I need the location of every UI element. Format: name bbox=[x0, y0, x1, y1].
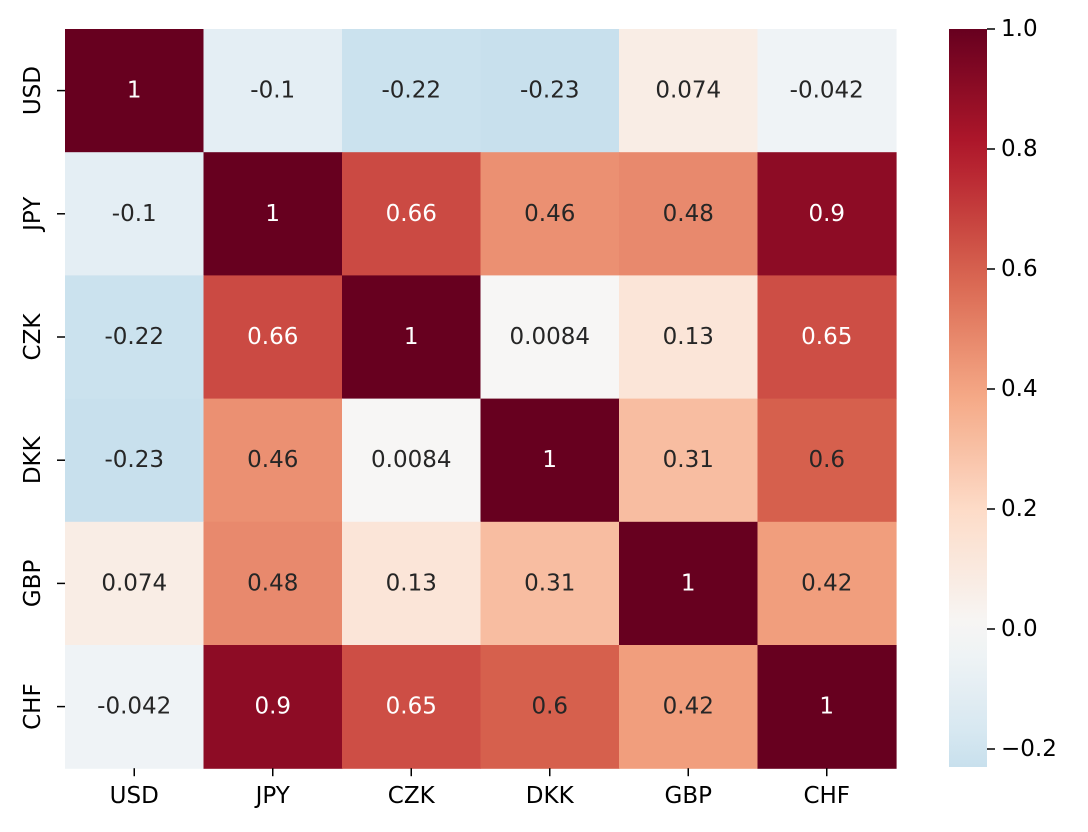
heatmap-cell-czk-usd bbox=[65, 275, 205, 400]
heatmap-cell-dkk-jpy bbox=[203, 398, 343, 523]
heatmap-cell-usd-dkk bbox=[480, 29, 620, 153]
heatmap-cells bbox=[65, 29, 897, 769]
heatmap-cell-chf-czk bbox=[342, 645, 482, 769]
colorbar-tick-label: 0.4 bbox=[1001, 376, 1038, 402]
x-tick-label: CZK bbox=[388, 783, 436, 809]
heatmap-cell-gbp-chf bbox=[757, 521, 897, 646]
colorbar-gradient bbox=[949, 29, 987, 767]
heatmap-cell-chf-jpy bbox=[203, 645, 343, 769]
cell-value-label: -0.042 bbox=[790, 78, 864, 104]
cell-value-label: -0.1 bbox=[112, 201, 157, 227]
heatmap-cell-dkk-czk bbox=[342, 398, 482, 523]
y-tick-label: CHF bbox=[20, 683, 46, 730]
cell-value-label: 0.42 bbox=[801, 570, 852, 596]
colorbar-tick-label: −0.2 bbox=[1001, 736, 1057, 762]
cell-value-label: 0.46 bbox=[247, 447, 298, 473]
cell-value-label: 1 bbox=[265, 201, 280, 227]
cell-value-label: 0.074 bbox=[101, 570, 167, 596]
cell-value-label: 0.66 bbox=[247, 324, 298, 350]
y-tick-label: USD bbox=[20, 66, 46, 115]
heatmap-cell-gbp-dkk bbox=[480, 521, 620, 646]
cell-value-label: 0.13 bbox=[663, 324, 714, 350]
cell-value-label: 0.31 bbox=[663, 447, 714, 473]
cell-value-label: 0.65 bbox=[801, 324, 852, 350]
cell-value-label: 0.48 bbox=[247, 570, 298, 596]
cell-value-label: -0.1 bbox=[250, 78, 295, 104]
cell-value-label: 0.6 bbox=[808, 447, 845, 473]
cell-value-label: -0.22 bbox=[381, 78, 441, 104]
cell-value-label: 0.0084 bbox=[371, 447, 451, 473]
cell-value-label: -0.22 bbox=[104, 324, 164, 350]
x-axis: USD JPY CZK DKK GBP CHF bbox=[110, 768, 850, 809]
y-tick-label: CZK bbox=[20, 313, 46, 361]
colorbar-tick-label: 0.8 bbox=[1001, 136, 1038, 162]
cell-value-label: 0.0084 bbox=[510, 324, 590, 350]
heatmap-cell-czk-czk bbox=[342, 275, 482, 400]
cell-value-label: -0.23 bbox=[520, 78, 580, 104]
cell-value-label: -0.042 bbox=[97, 694, 171, 720]
y-tick-label: JPY bbox=[20, 196, 46, 233]
heatmap-cell-usd-gbp bbox=[619, 29, 759, 153]
colorbar-tick-label: 0.2 bbox=[1001, 496, 1038, 522]
heatmap-cell-gbp-jpy bbox=[203, 521, 343, 646]
cell-value-label: 0.42 bbox=[663, 694, 714, 720]
cell-annotations: 1 -0.1 -0.22 -0.23 0.074 -0.042 -0.1 1 0.66 0.46 0… bbox=[97, 78, 864, 720]
heatmap-cell-usd-czk bbox=[342, 29, 482, 153]
heatmap-cell-jpy-dkk bbox=[480, 152, 620, 276]
cell-value-label: 1 bbox=[819, 694, 834, 720]
heatmap-cell-dkk-dkk bbox=[480, 398, 620, 523]
cell-value-label: 0.9 bbox=[254, 694, 291, 720]
cell-value-label: 1 bbox=[404, 324, 419, 350]
heatmap-cell-jpy-gbp bbox=[619, 152, 759, 276]
heatmap-cell-dkk-usd bbox=[65, 398, 205, 523]
heatmap-cell-gbp-czk bbox=[342, 521, 482, 646]
cell-value-label: -0.23 bbox=[104, 447, 164, 473]
x-tick-label: USD bbox=[110, 783, 159, 809]
colorbar-tick-label: 0.0 bbox=[1001, 616, 1038, 642]
heatmap-cell-chf-usd bbox=[65, 645, 205, 769]
x-tick-label: GBP bbox=[665, 783, 713, 809]
cell-value-label: 0.074 bbox=[655, 78, 721, 104]
cell-value-label: 0.65 bbox=[386, 694, 437, 720]
colorbar: 1.0 0.8 0.6 0.4 0.2 0.0 −0.2 bbox=[949, 16, 1057, 767]
cell-value-label: 1 bbox=[127, 78, 142, 104]
x-tick-label: DKK bbox=[526, 783, 575, 809]
y-axis: USD JPY CZK DKK GBP CHF bbox=[20, 66, 65, 730]
x-tick-label: JPY bbox=[254, 783, 291, 809]
cell-value-label: 0.66 bbox=[386, 201, 437, 227]
heatmap-cell-chf-chf bbox=[757, 645, 897, 769]
heatmap-cell-jpy-usd bbox=[65, 152, 205, 276]
y-tick-label: DKK bbox=[20, 435, 46, 484]
heatmap-cell-czk-gbp bbox=[619, 275, 759, 400]
heatmap-cell-usd-jpy bbox=[203, 29, 343, 153]
cell-value-label: 0.46 bbox=[524, 201, 575, 227]
colorbar-tick-label: 1.0 bbox=[1001, 16, 1038, 42]
cell-value-label: 0.48 bbox=[663, 201, 714, 227]
cell-value-label: 0.6 bbox=[531, 694, 568, 720]
x-tick-label: CHF bbox=[803, 783, 850, 809]
colorbar-tick-label: 0.6 bbox=[1001, 256, 1038, 282]
cell-value-label: 0.31 bbox=[524, 570, 575, 596]
heatmap-cell-jpy-chf bbox=[757, 152, 897, 276]
heatmap-cell-czk-jpy bbox=[203, 275, 343, 400]
heatmap-cell-czk-chf bbox=[757, 275, 897, 400]
cell-value-label: 1 bbox=[681, 570, 696, 596]
heatmap-cell-gbp-gbp bbox=[619, 521, 759, 646]
colorbar-ticks: 1.0 0.8 0.6 0.4 0.2 0.0 −0.2 bbox=[987, 16, 1057, 762]
cell-value-label: 1 bbox=[542, 447, 557, 473]
heatmap-cell-jpy-czk bbox=[342, 152, 482, 276]
cell-value-label: 0.9 bbox=[808, 201, 845, 227]
heatmap-cell-czk-dkk bbox=[480, 275, 620, 400]
heatmap-cell-gbp-usd bbox=[65, 521, 205, 646]
cell-value-label: 0.13 bbox=[386, 570, 437, 596]
y-tick-label: GBP bbox=[20, 560, 46, 608]
heatmap-cell-dkk-chf bbox=[757, 398, 897, 523]
heatmap-cell-usd-usd bbox=[65, 29, 205, 153]
heatmap-cell-chf-dkk bbox=[480, 645, 620, 769]
heatmap-cell-chf-gbp bbox=[619, 645, 759, 769]
heatmap-cell-dkk-gbp bbox=[619, 398, 759, 523]
heatmap-cell-jpy-jpy bbox=[203, 152, 343, 276]
heatmap-cell-usd-chf bbox=[757, 29, 897, 153]
